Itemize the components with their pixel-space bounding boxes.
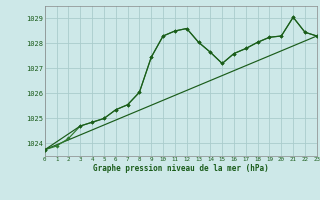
X-axis label: Graphe pression niveau de la mer (hPa): Graphe pression niveau de la mer (hPa) [93,164,269,173]
